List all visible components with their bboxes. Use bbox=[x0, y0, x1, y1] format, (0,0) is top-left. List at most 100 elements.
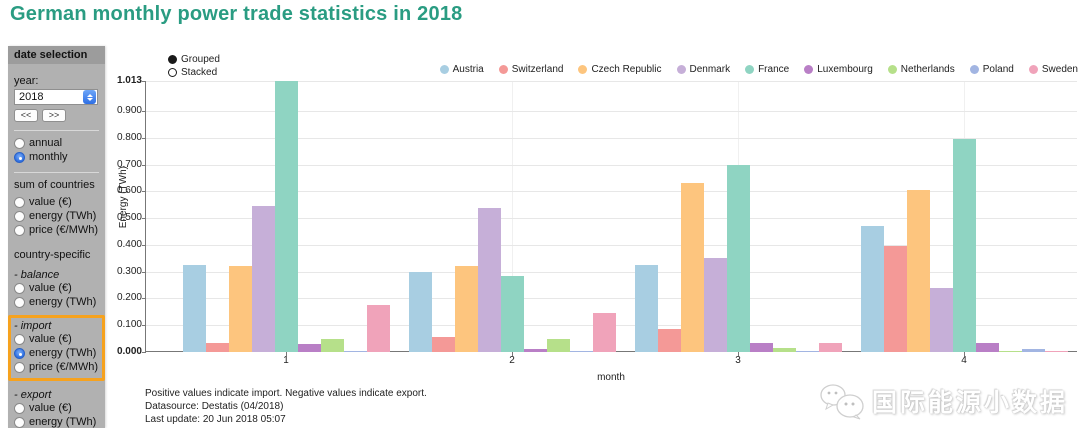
wechat-logo-icon bbox=[820, 384, 864, 420]
radio-icon bbox=[14, 334, 25, 345]
v-gridline bbox=[512, 81, 513, 351]
legend-item-czech-republic[interactable]: Czech Republic bbox=[578, 64, 662, 75]
sum-option-energy-twh-[interactable]: energy (TWh) bbox=[14, 210, 99, 223]
y-tick-label: 0.800 bbox=[116, 131, 142, 143]
period-option-monthly[interactable]: monthly bbox=[14, 151, 99, 164]
divider bbox=[14, 172, 99, 173]
y-tick-mark bbox=[142, 111, 146, 113]
export-option-energy-twh-[interactable]: energy (TWh) bbox=[14, 416, 99, 428]
bar-czech-republic-month-2[interactable] bbox=[454, 266, 478, 352]
legend-item-denmark[interactable]: Denmark bbox=[676, 64, 731, 75]
bar-poland-month-3[interactable] bbox=[795, 351, 819, 352]
year-select[interactable]: 2018 bbox=[14, 89, 98, 105]
legend-label: Denmark bbox=[689, 64, 731, 75]
legend-item-luxembourg[interactable]: Luxembourg bbox=[804, 64, 873, 75]
import-option-price-mwh-[interactable]: price (€/MWh) bbox=[14, 361, 99, 374]
gridline bbox=[146, 164, 1077, 166]
chart-footer: Positive values indicate import. Negativ… bbox=[145, 387, 427, 426]
bar-czech-republic-month-3[interactable] bbox=[680, 183, 704, 352]
radio-icon bbox=[14, 348, 25, 359]
bar-austria-month-2[interactable] bbox=[408, 271, 432, 352]
legend-item-poland[interactable]: Poland bbox=[969, 64, 1014, 75]
radio-icon bbox=[14, 283, 25, 294]
y-tick-label: 0.900 bbox=[116, 105, 142, 117]
bar-denmark-month-1[interactable] bbox=[251, 206, 275, 352]
plot-area: 1.013 0.900 0.800 0.700 0.600 0.500 0.400 0.300… bbox=[117, 75, 1077, 366]
y-tick-mark bbox=[142, 81, 146, 82]
footer-line: Datasource: Destatis (04/2018) bbox=[145, 401, 284, 412]
bar-switzerland-month-1[interactable] bbox=[205, 342, 229, 352]
legend-dot-icon bbox=[676, 65, 686, 74]
legend-label: Austria bbox=[452, 64, 484, 75]
bar-france-month-1[interactable] bbox=[274, 81, 298, 352]
legend-item-france[interactable]: France bbox=[745, 64, 789, 75]
prev-year-button[interactable]: << bbox=[14, 109, 38, 122]
bar-luxembourg-month-1[interactable] bbox=[297, 343, 321, 352]
watermark-text: 国际能源小数据 bbox=[871, 389, 1068, 417]
divider bbox=[14, 130, 99, 131]
watermark: 国际能源小数据 bbox=[820, 382, 1068, 420]
radio-icon bbox=[14, 403, 25, 414]
bar-france-month-4[interactable] bbox=[952, 139, 976, 352]
bar-switzerland-month-2[interactable] bbox=[431, 337, 455, 352]
sum-option-value-[interactable]: value (€) bbox=[14, 196, 99, 209]
bar-netherlands-month-2[interactable] bbox=[546, 339, 570, 352]
bar-netherlands-month-1[interactable] bbox=[320, 338, 344, 352]
balance-option-value-[interactable]: value (€) bbox=[14, 282, 99, 295]
chart-region: Grouped Stacked Austria Switzerland Czech R… bbox=[115, 46, 1080, 428]
period-option-annual[interactable]: annual bbox=[14, 137, 99, 150]
gridline bbox=[146, 137, 1077, 139]
export-option-value-[interactable]: value (€) bbox=[14, 402, 99, 415]
bar-austria-month-4[interactable] bbox=[860, 226, 884, 352]
bar-switzerland-month-3[interactable] bbox=[657, 329, 681, 352]
bar-netherlands-month-3[interactable] bbox=[772, 347, 796, 352]
sum-option-price-mwh-[interactable]: price (€/MWh) bbox=[14, 224, 99, 237]
bar-switzerland-month-4[interactable] bbox=[883, 246, 907, 352]
gridline bbox=[146, 244, 1077, 246]
bar-sweden-month-4[interactable] bbox=[1044, 351, 1068, 352]
group-name: - import bbox=[14, 320, 52, 332]
y-tick-mark bbox=[142, 164, 146, 166]
balance-option-energy-twh-[interactable]: energy (TWh) bbox=[14, 296, 99, 309]
import-option-value-[interactable]: value (€) bbox=[14, 333, 99, 346]
import-label: energy (TWh) bbox=[29, 347, 97, 359]
bar-denmark-month-4[interactable] bbox=[929, 287, 953, 352]
legend-item-sweden[interactable]: Sweden bbox=[1028, 64, 1078, 75]
sum-label: value (€) bbox=[29, 196, 72, 208]
bar-luxembourg-month-3[interactable] bbox=[749, 342, 773, 352]
mode-option-stacked[interactable]: Stacked bbox=[168, 67, 220, 78]
bar-austria-month-3[interactable] bbox=[634, 265, 658, 352]
legend-dot-icon bbox=[498, 65, 508, 74]
legend-item-austria[interactable]: Austria bbox=[439, 64, 484, 75]
legend-item-netherlands[interactable]: Netherlands bbox=[887, 64, 955, 75]
bar-france-month-3[interactable] bbox=[726, 164, 750, 352]
bar-denmark-month-3[interactable] bbox=[703, 258, 727, 352]
next-year-button[interactable]: >> bbox=[42, 109, 66, 122]
bar-denmark-month-2[interactable] bbox=[477, 207, 501, 352]
bar-france-month-2[interactable] bbox=[500, 275, 524, 352]
import-option-energy-twh-[interactable]: energy (TWh) bbox=[14, 347, 99, 360]
x-tick-label: 1 bbox=[283, 355, 289, 366]
radio-icon bbox=[14, 211, 25, 222]
bar-czech-republic-month-4[interactable] bbox=[906, 190, 930, 352]
bar-sweden-month-2[interactable] bbox=[592, 313, 616, 352]
mode-option-grouped[interactable]: Grouped bbox=[168, 54, 220, 65]
bar-czech-republic-month-1[interactable] bbox=[228, 266, 252, 352]
bar-netherlands-month-4[interactable] bbox=[998, 350, 1022, 352]
x-axis-title: month bbox=[597, 372, 625, 383]
bar-austria-month-1[interactable] bbox=[182, 265, 206, 352]
legend-label: Switzerland bbox=[511, 64, 564, 75]
legend-item-switzerland[interactable]: Switzerland bbox=[498, 64, 564, 75]
bar-sweden-month-1[interactable] bbox=[366, 305, 390, 352]
bar-poland-month-2[interactable] bbox=[569, 351, 593, 352]
sidebar: date selection year: 2018 << >> annual mo… bbox=[8, 46, 105, 428]
x-tick-label: 4 bbox=[961, 355, 967, 366]
bar-poland-month-4[interactable] bbox=[1021, 348, 1045, 352]
bar-luxembourg-month-2[interactable] bbox=[523, 348, 547, 352]
bar-luxembourg-month-4[interactable] bbox=[975, 342, 999, 352]
bar-poland-month-1[interactable] bbox=[343, 351, 367, 352]
gridline bbox=[146, 218, 1077, 220]
bar-sweden-month-3[interactable] bbox=[818, 342, 842, 352]
group-name: - export bbox=[14, 389, 52, 401]
